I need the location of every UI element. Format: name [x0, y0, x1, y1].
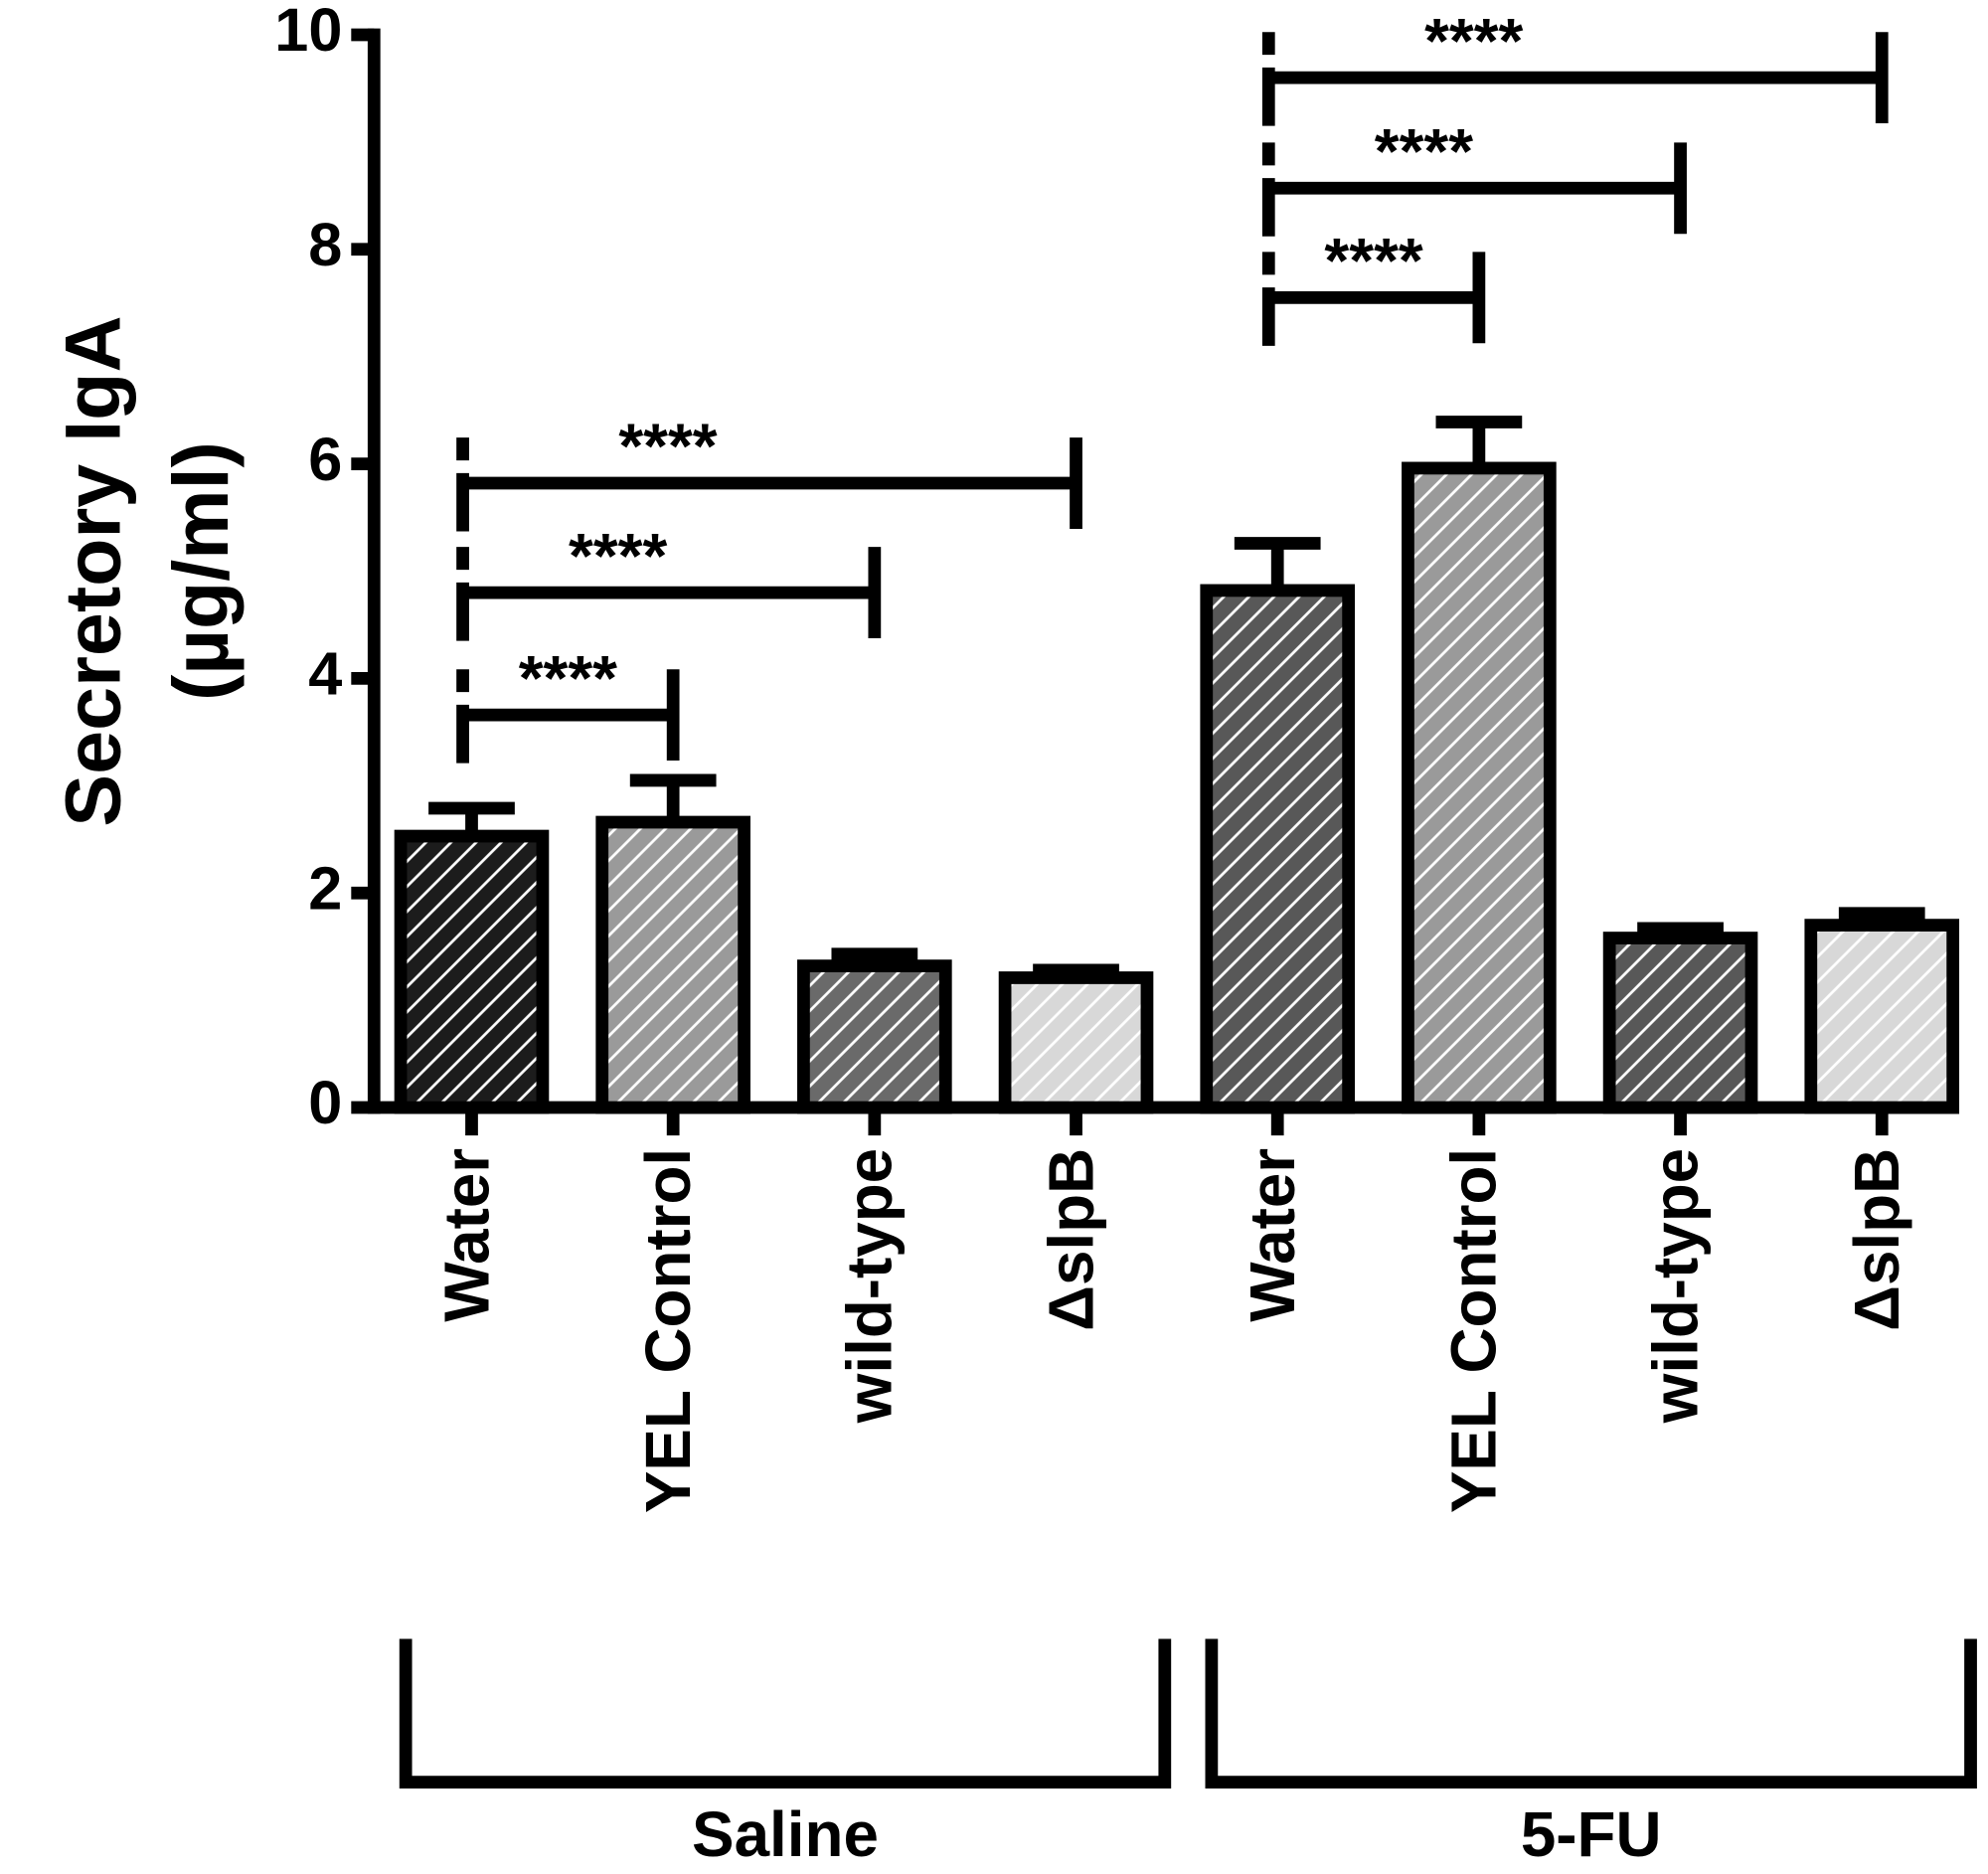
significance-bracket: [1261, 252, 1486, 346]
significance-label: ****: [1375, 115, 1473, 187]
y-tick-label: 6: [308, 426, 342, 493]
group-bracket: [399, 1638, 1172, 1789]
bar: [394, 829, 550, 1114]
group-bracket: [1205, 1638, 1977, 1789]
bar: [998, 971, 1154, 1114]
significance-bracket: [1261, 32, 1889, 126]
significance-bracket: [456, 669, 680, 764]
bar: [1200, 584, 1356, 1114]
significance-bracket: [456, 547, 882, 641]
x-tick-label: ΔslpB: [1841, 1148, 1912, 1331]
bar: [1402, 461, 1557, 1114]
y-axis-title: Secretory IgA (µg/ml): [48, 315, 244, 826]
bar: [595, 815, 750, 1114]
significance-label: ****: [519, 642, 617, 714]
x-tick-label: YEL Control: [1438, 1148, 1510, 1513]
bar: [797, 959, 952, 1114]
x-tick-label: Water: [430, 1148, 502, 1322]
group-label: Saline: [692, 1798, 879, 1870]
bar: [1602, 932, 1758, 1114]
y-axis-title-line: Secretory IgA: [48, 315, 136, 826]
group-label: 5-FU: [1521, 1798, 1662, 1870]
significance-label: ****: [569, 520, 667, 592]
significance-bracket: [1261, 142, 1687, 237]
bar: [1804, 919, 1960, 1114]
x-tick-label: Water: [1237, 1148, 1308, 1322]
x-tick-label: wild-type: [834, 1148, 906, 1424]
significance-label: ****: [618, 411, 717, 482]
y-tick-label: 4: [308, 640, 342, 708]
y-tick-label: 0: [308, 1069, 342, 1136]
significance-label: ****: [1324, 225, 1422, 296]
x-tick-label: YEL Control: [632, 1148, 704, 1513]
y-tick-label: 10: [274, 0, 342, 64]
x-tick-label: wild-type: [1639, 1148, 1711, 1424]
y-tick-label: 2: [308, 854, 342, 922]
y-axis-title-line: (µg/ml): [156, 441, 245, 701]
significance-label: ****: [1424, 5, 1523, 77]
y-tick-label: 8: [308, 211, 342, 278]
significance-bracket: [456, 437, 1082, 532]
x-tick-label: ΔslpB: [1035, 1148, 1106, 1331]
